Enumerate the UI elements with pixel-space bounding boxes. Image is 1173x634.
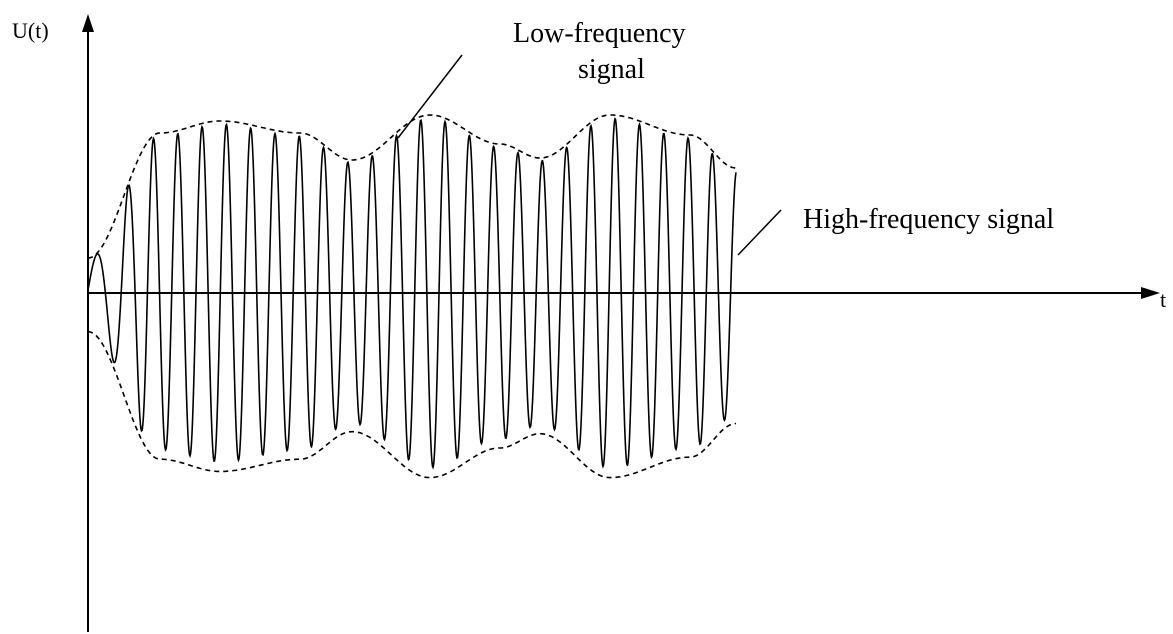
x-axis-arrowhead [1141, 287, 1160, 299]
high-frequency-label: High-frequency signal [803, 204, 1054, 235]
high-frequency-pointer-line [737, 209, 782, 256]
lower-envelope-curve [87, 330, 737, 479]
upper-envelope-curve [87, 114, 737, 259]
y-axis-arrowhead [82, 14, 94, 32]
low-frequency-pointer-line [397, 54, 463, 139]
low-frequency-label-line1: Low-frequency [513, 18, 686, 49]
y-axis-label: U(t) [12, 18, 49, 43]
low-frequency-label-line2: signal [578, 54, 645, 85]
high-frequency-carrier-waveform [87, 117, 737, 470]
x-axis-label: t [1160, 287, 1166, 312]
